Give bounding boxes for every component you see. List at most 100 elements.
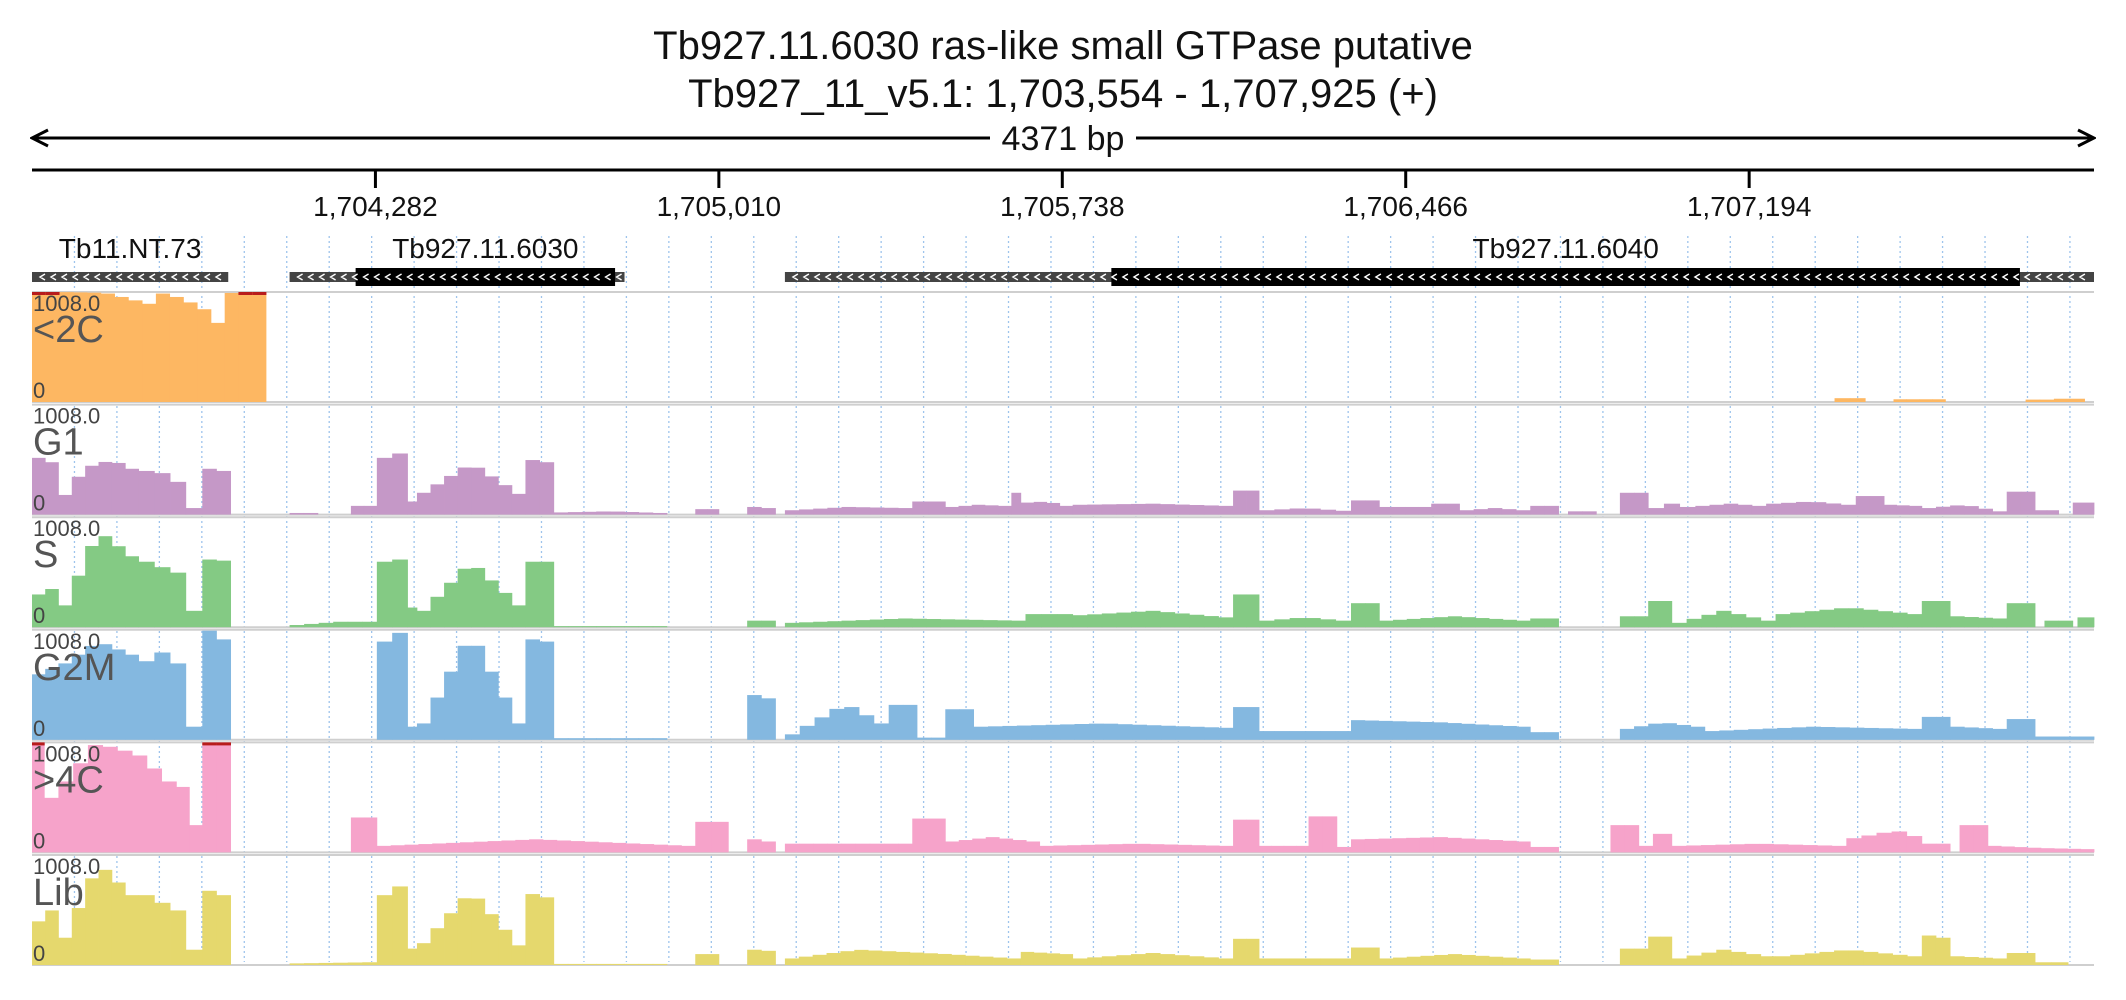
gene-feature[interactable]: Tb11.NT.73 [32,233,229,282]
coverage-bar [1737,504,1753,515]
gene-feature[interactable]: Tb927.11.6030 [289,233,625,286]
coverage-bar [32,742,45,853]
coverage-bar [1849,398,1866,402]
coverage-bar [45,462,59,515]
coverage-bar [1716,610,1732,628]
gene-name-label[interactable]: Tb11.NT.73 [59,233,202,264]
coverage-bar [1729,844,1745,853]
coverage-bar [983,620,998,628]
coverage-bar [567,626,583,628]
coverage-bar [1145,503,1161,515]
coverage-bar [1116,955,1132,965]
coverage-bar [945,709,960,740]
gene-name-label[interactable]: Tb927.11.6030 [392,233,578,264]
coverage-bar [176,786,190,853]
coverage-bar [1950,726,1965,740]
coverage-bar [1619,616,1635,628]
coverage-bar [1835,727,1850,740]
coverage-bar [1130,954,1146,965]
coverage-bar [1978,728,1993,740]
coverage-bar [1751,505,1767,515]
coverage-bar [347,621,363,628]
coverage-bar [799,843,814,853]
coverage-bar [416,943,431,965]
coverage-bar [1160,504,1176,515]
coverage-bar [430,484,445,515]
coverage-bar [2079,736,2095,740]
coverage-bar [965,955,980,965]
coverage-bar [958,505,973,515]
coverage-bar [653,844,668,853]
coverage-bar [138,561,155,628]
coverage-bar [1283,845,1297,853]
coverage-bar [898,618,913,628]
coverage-bar [1804,953,1820,965]
coverage-bar [45,292,60,402]
coverage-bar [347,962,363,965]
coverage-bar [289,512,305,515]
coverage-bar [154,652,171,740]
coverage-bar [1733,729,1749,740]
coverage-bar [1364,720,1379,740]
coverage-bar [959,709,975,740]
gene-feature[interactable]: Tb927.11.6040 [784,233,2094,286]
coverage-bar [747,839,762,853]
coverage-bar [1489,618,1504,628]
coverage-bar [1320,619,1337,628]
coverage-bar [2080,849,2095,853]
coverage-bar [1059,505,1074,515]
coverage-bar [1744,843,1760,853]
coverage-bar [154,902,171,965]
coverage-bar [189,825,203,853]
coverage-bar [318,962,334,965]
coverage-bar [553,738,569,740]
coverage-bar [457,568,472,628]
coverage-bar [1116,612,1132,628]
coverage-bar [2025,399,2041,402]
coverage-bar [1663,503,1681,515]
coverage-bar [1921,508,1937,515]
coverage-bar [1189,726,1205,740]
coverage-bar [376,845,392,853]
gene-name-label[interactable]: Tb927.11.6040 [1472,233,1658,264]
coverage-bar [1544,505,1559,515]
coverage-bar [444,671,459,740]
coverage-bar [1907,728,1923,740]
coverage-bar [185,726,203,740]
gene-cds-bar[interactable] [1111,268,2020,286]
gene-utr-bar[interactable] [32,272,229,282]
coverage-bar [1174,955,1190,965]
coverage-bar [132,755,148,853]
coverage-bar [1935,601,1951,628]
coverage-bar [525,561,540,628]
coverage-bar [1634,492,1649,515]
coverage-bar [1059,954,1074,965]
coverage-bar [1433,722,1448,740]
coverage-bar [1335,958,1352,965]
coverage-bar [1715,844,1731,853]
ruler-tick-label: 1,705,738 [1000,191,1125,222]
coverage-bar [45,589,59,628]
coverage-bar [1834,608,1850,628]
coverage-bar [1174,504,1190,515]
coverage-bar [1087,614,1103,628]
coverage-bar [350,505,365,515]
coverage-bar [100,293,115,402]
coverage-bar [1777,727,1793,740]
coverage-bar [888,704,904,740]
coverage-bar [638,626,654,628]
coverage-bar [155,293,171,402]
coverage-bar [362,962,378,965]
coverage-bar [1806,726,1821,740]
coverage-bar [1671,622,1688,628]
coverage-bar [146,768,163,853]
coverage-bar [471,898,486,965]
coverage-bar [988,726,1003,740]
coverage-bar [1031,725,1047,740]
coverage-bar [909,952,925,965]
coverage-bar [1445,503,1460,515]
coverage-bar [2020,603,2036,628]
coverage-bar [827,621,842,628]
coverage-bar [1502,957,1517,965]
